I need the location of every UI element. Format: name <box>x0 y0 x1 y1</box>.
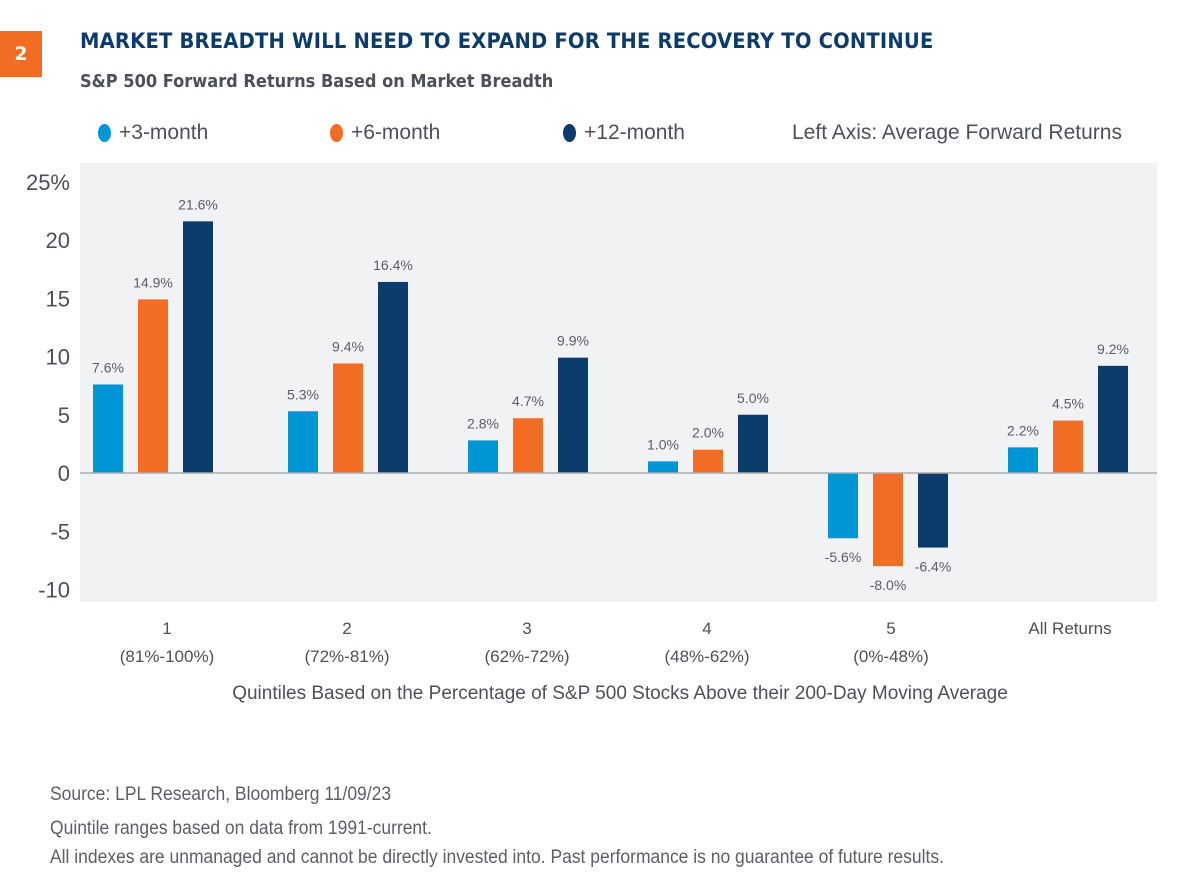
legend-marker-icon <box>330 124 343 142</box>
x-tick-sublabel: (81%-100%) <box>120 647 215 666</box>
bar-6-month-cat-6 <box>1053 420 1083 473</box>
legend-label: +6-month <box>351 121 441 144</box>
x-tick-label: 5 <box>886 619 895 638</box>
data-label: 4.7% <box>512 393 544 409</box>
bar-6-month-cat-1 <box>138 299 168 473</box>
data-label: 16.4% <box>373 257 413 273</box>
x-tick-label: All Returns <box>1028 619 1111 638</box>
bar-6-month-cat-4 <box>693 449 723 473</box>
x-tick-sublabel: (48%-62%) <box>664 647 749 666</box>
bar-3-month-cat-5 <box>828 473 858 539</box>
x-tick-label: 4 <box>702 619 711 638</box>
axis-note: Left Axis: Average Forward Returns <box>792 121 1122 144</box>
y-tick-label: 20 <box>46 228 70 253</box>
bar-12-month-cat-6 <box>1098 365 1128 473</box>
data-label: 2.8% <box>467 415 499 431</box>
bar-3-month-cat-2 <box>288 411 318 473</box>
x-axis-title: Quintiles Based on the Percentage of S&P… <box>232 683 1008 704</box>
x-tick-sublabel: (0%-48%) <box>853 647 929 666</box>
legend-label: +3-month <box>119 121 209 144</box>
bar-6-month-cat-5 <box>873 473 903 567</box>
x-tick-sublabel: (72%-81%) <box>304 647 389 666</box>
bar-6-month-cat-3 <box>513 418 543 473</box>
bar-6-month-cat-2 <box>333 363 363 473</box>
bar-12-month-cat-3 <box>558 357 588 473</box>
data-label: -6.4% <box>915 559 952 575</box>
x-tick-label: 3 <box>522 619 531 638</box>
bar-12-month-cat-4 <box>738 414 768 473</box>
bar-3-month-cat-3 <box>468 440 498 473</box>
x-tick-sublabel: (62%-72%) <box>484 647 569 666</box>
x-tick-label: 2 <box>342 619 351 638</box>
bar-3-month-cat-6 <box>1008 447 1038 473</box>
bar-3-month-cat-1 <box>93 384 123 473</box>
chart-subtitle: S&P 500 Forward Returns Based on Market … <box>80 71 554 92</box>
footnote-disclaimer: All indexes are unmanaged and cannot be … <box>50 847 944 868</box>
chart-title: MARKET BREADTH WILL NEED TO EXPAND FOR T… <box>80 29 934 53</box>
data-label: 9.2% <box>1097 341 1129 357</box>
legend-label: +12-month <box>584 121 685 144</box>
data-label: -5.6% <box>825 549 862 565</box>
y-tick-label: 10 <box>46 345 70 370</box>
y-tick-label: 0 <box>58 461 70 486</box>
data-label: 1.0% <box>647 436 679 452</box>
bar-chart: 25%20151050-5-107.6%5.3%2.8%1.0%-5.6%2.2… <box>26 163 1157 666</box>
legend-marker-icon <box>98 124 111 142</box>
bar-12-month-cat-5 <box>918 473 948 548</box>
chart-number-badge: 2 <box>0 31 42 77</box>
plot-area <box>80 163 1157 602</box>
bar-3-month-cat-4 <box>648 461 678 473</box>
data-label: 14.9% <box>133 274 173 290</box>
legend: +3-month +6-month +12-month Left Axis: A… <box>0 121 1200 151</box>
data-label: 9.4% <box>332 338 364 354</box>
y-tick-label: -10 <box>38 578 70 603</box>
y-tick-label: 5 <box>58 403 70 428</box>
y-tick-label: 15 <box>46 286 70 311</box>
data-label: 9.9% <box>557 333 589 349</box>
bar-12-month-cat-1 <box>183 221 213 473</box>
data-label: -8.0% <box>870 577 907 593</box>
data-label: 5.0% <box>737 390 769 406</box>
legend-item-6-month: +6-month <box>330 121 440 145</box>
data-label: 4.5% <box>1052 396 1084 412</box>
data-label: 2.2% <box>1007 422 1039 438</box>
bar-12-month-cat-2 <box>378 281 408 473</box>
data-label: 21.6% <box>178 196 218 212</box>
x-tick-label: 1 <box>162 619 171 638</box>
legend-item-3-month: +3-month <box>98 121 208 145</box>
y-tick-label: -5 <box>50 519 70 544</box>
legend-marker-icon <box>563 124 576 142</box>
data-label: 5.3% <box>287 386 319 402</box>
y-tick-label: 25% <box>26 170 70 195</box>
data-label: 7.6% <box>92 359 124 375</box>
source-note: Source: LPL Research, Bloomberg 11/09/23 <box>50 784 392 805</box>
data-label: 2.0% <box>692 425 724 441</box>
footnote-quintile-ranges: Quintile ranges based on data from 1991-… <box>50 818 432 839</box>
legend-item-12-month: +12-month <box>563 121 685 145</box>
